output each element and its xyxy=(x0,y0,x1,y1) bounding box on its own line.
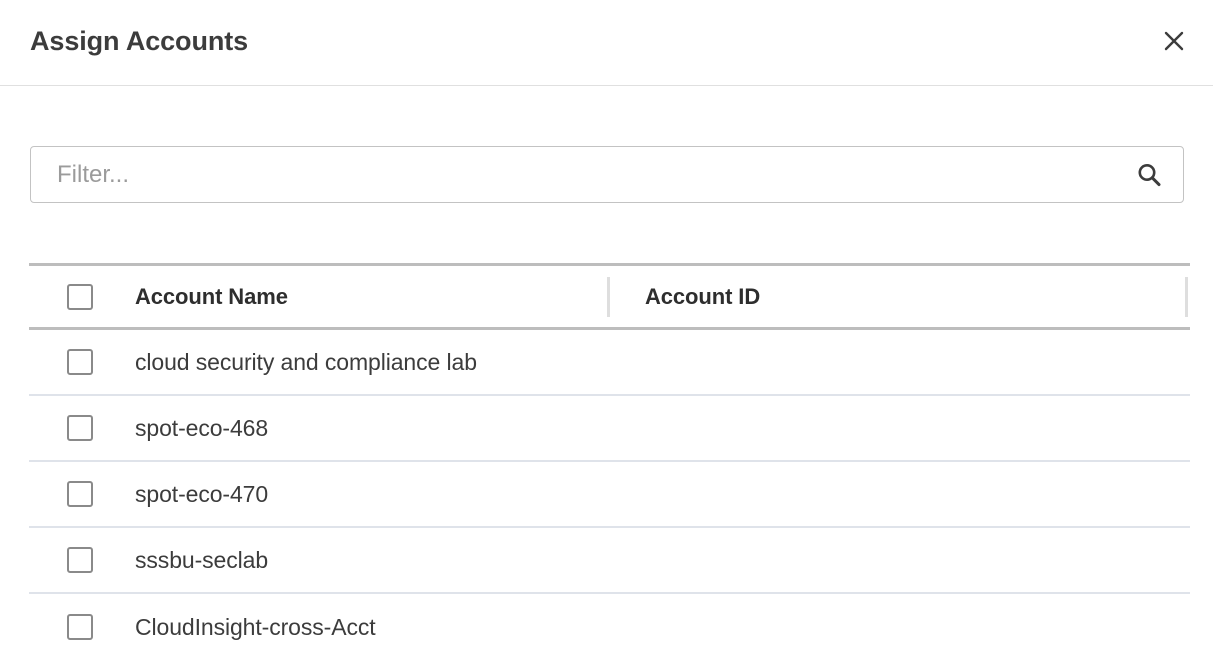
row-checkbox[interactable] xyxy=(67,349,93,375)
close-icon xyxy=(1163,30,1185,52)
filter-field xyxy=(30,146,1184,203)
row-select-cell xyxy=(29,415,134,441)
account-name-label: cloud security and compliance lab xyxy=(135,348,477,375)
table-body: cloud security and compliance lab spot-e… xyxy=(29,330,1190,660)
accounts-table: Account Name Account ID cloud security a… xyxy=(29,263,1190,660)
row-select-cell xyxy=(29,349,134,375)
cell-account-name: CloudInsight-cross-Acct xyxy=(134,614,607,641)
page-title: Assign Accounts xyxy=(30,26,249,56)
cell-account-name: spot-eco-470 xyxy=(134,481,607,508)
account-name-label: CloudInsight-cross-Acct xyxy=(135,613,376,640)
dialog-header: Assign Accounts xyxy=(0,0,1213,86)
search-input[interactable] xyxy=(30,146,1184,203)
account-name-label: sssbu-seclab xyxy=(135,546,269,573)
cell-account-name: spot-eco-468 xyxy=(134,415,607,442)
table-row[interactable]: spot-eco-468 xyxy=(29,396,1190,462)
select-all-checkbox[interactable] xyxy=(67,283,93,310)
column-header-account-id[interactable]: Account ID xyxy=(607,284,1190,310)
column-header-account-id-label: Account ID xyxy=(645,283,761,309)
row-checkbox[interactable] xyxy=(67,614,93,640)
row-select-cell xyxy=(29,481,134,507)
cell-account-name: sssbu-seclab xyxy=(134,547,607,574)
account-name-label: spot-eco-468 xyxy=(135,414,269,441)
column-header-account-name-label: Account Name xyxy=(135,283,288,309)
table-row[interactable]: CloudInsight-cross-Acct xyxy=(29,594,1190,660)
row-checkbox[interactable] xyxy=(67,481,93,507)
select-all-cell xyxy=(29,283,134,310)
table-header: Account Name Account ID xyxy=(29,263,1190,330)
column-resize-handle-1[interactable] xyxy=(607,276,610,317)
row-checkbox[interactable] xyxy=(67,547,93,573)
row-select-cell xyxy=(29,547,134,573)
row-checkbox[interactable] xyxy=(67,415,93,441)
table-row[interactable]: spot-eco-470 xyxy=(29,462,1190,528)
row-select-cell xyxy=(29,614,134,640)
column-resize-handle-2[interactable] xyxy=(1185,276,1188,317)
table-header-row: Account Name Account ID xyxy=(29,266,1190,327)
column-header-account-name[interactable]: Account Name xyxy=(134,284,607,310)
search-icon[interactable] xyxy=(1134,160,1164,190)
table-row[interactable]: sssbu-seclab xyxy=(29,528,1190,594)
table-row[interactable]: cloud security and compliance lab xyxy=(29,330,1190,396)
cell-account-name: cloud security and compliance lab xyxy=(134,349,607,376)
close-button[interactable] xyxy=(1154,21,1194,61)
account-name-label: spot-eco-470 xyxy=(135,480,269,507)
